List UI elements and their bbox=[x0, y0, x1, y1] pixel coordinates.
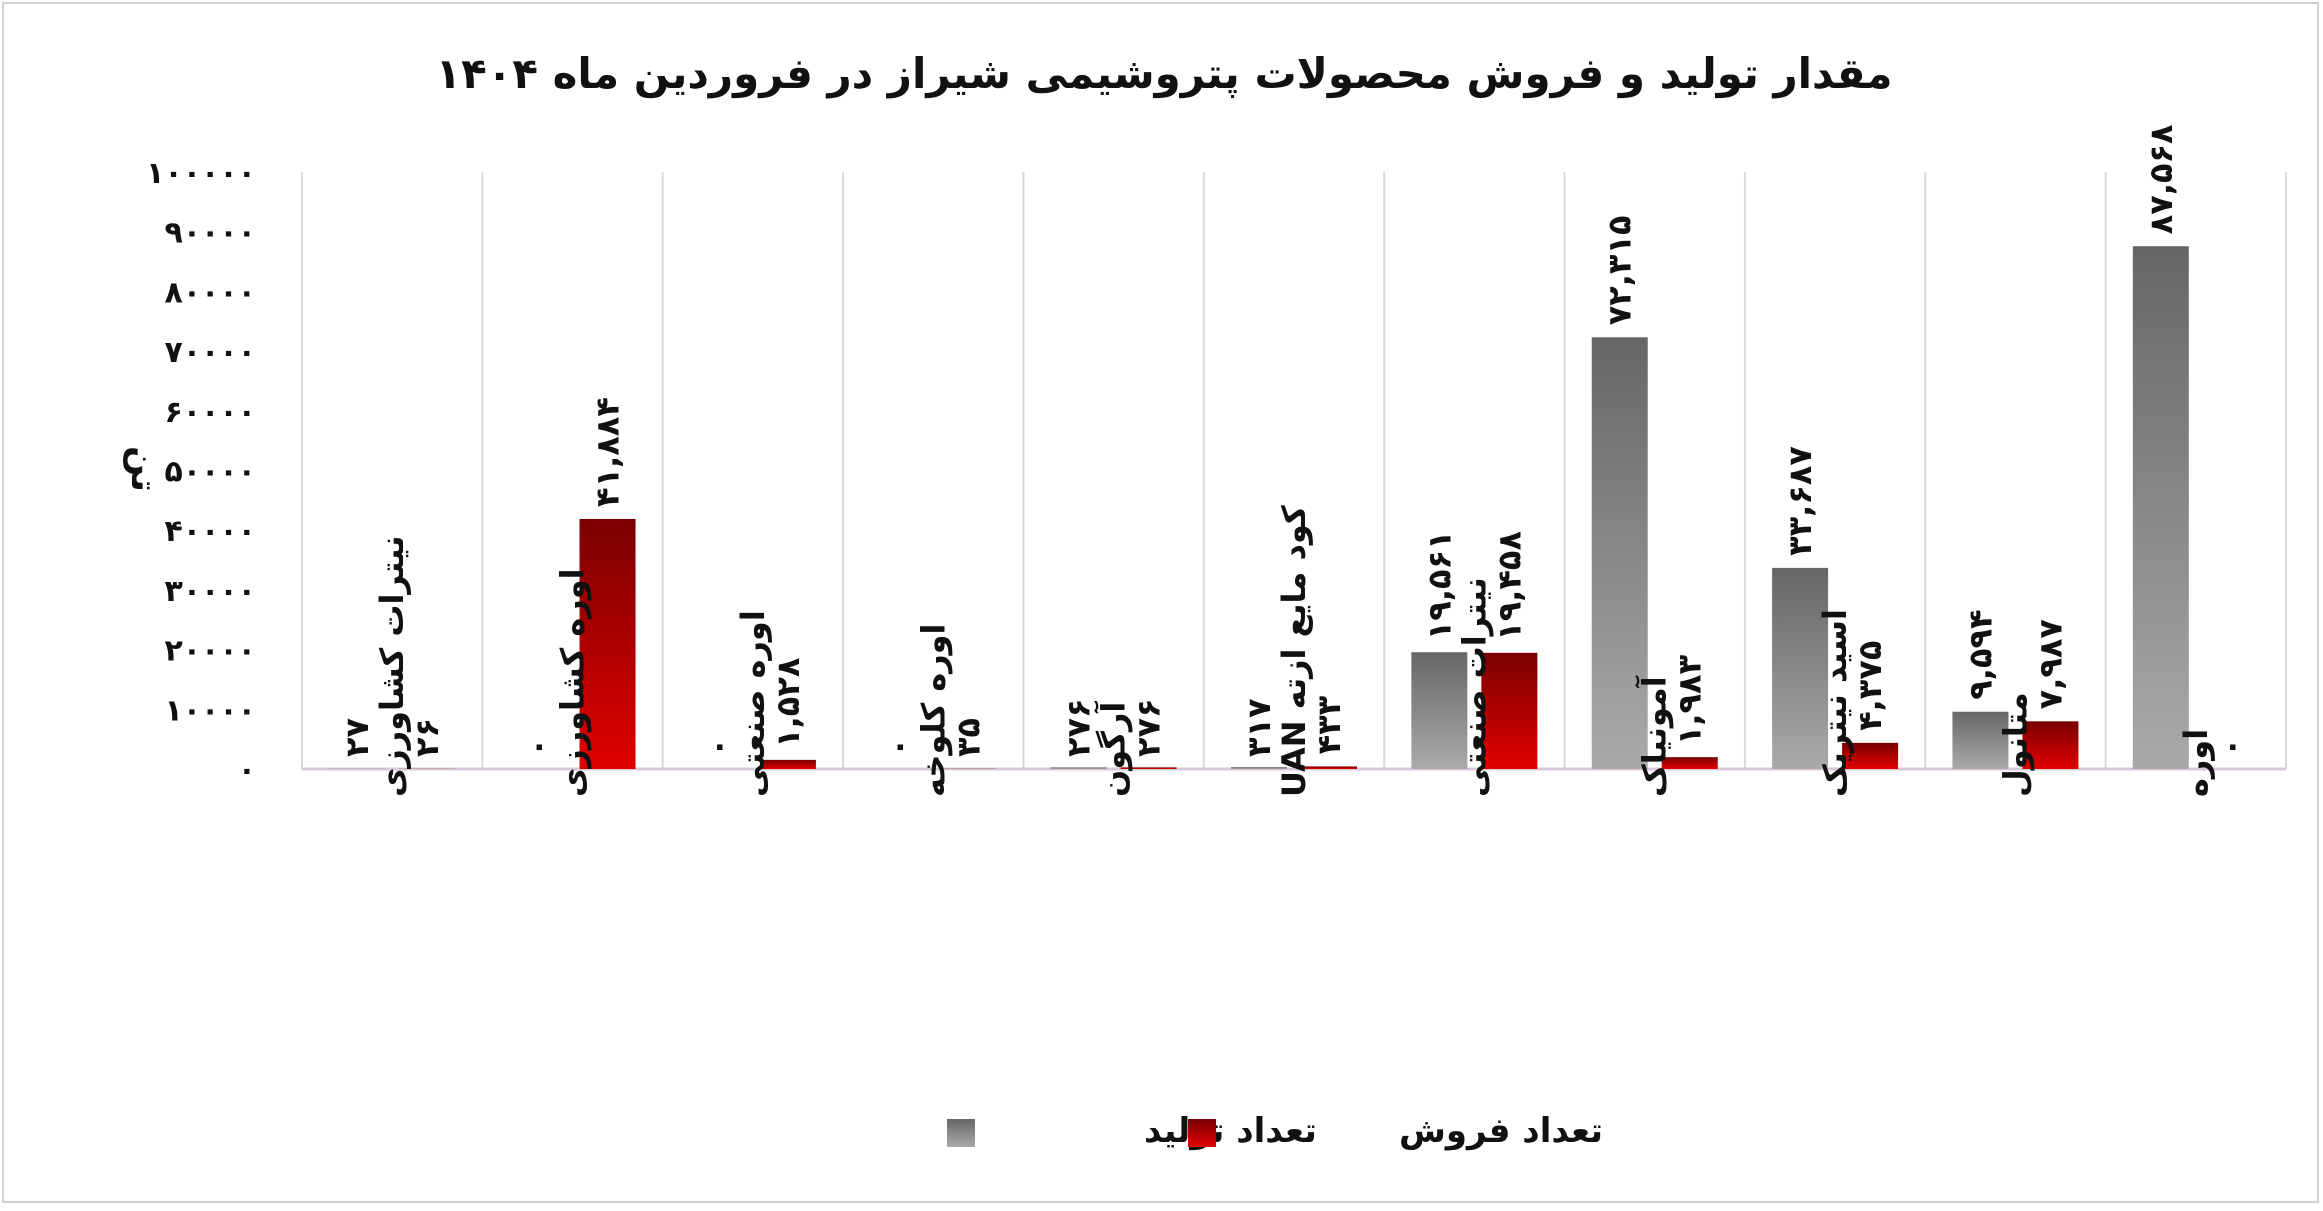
bar-production bbox=[2133, 246, 2189, 769]
legend-label-sales: تعداد فروش bbox=[1399, 1111, 1603, 1151]
data-label-sales: ۴,۳۷۵ bbox=[1851, 641, 1889, 731]
data-label-production: ۳۳,۶۸۷ bbox=[1781, 446, 1819, 556]
y-tick-label: ۸۰۰۰۰ bbox=[164, 275, 256, 310]
data-label-production: ۱۹,۵۶۱ bbox=[1420, 530, 1458, 640]
y-tick-label: ۷۰۰۰۰ bbox=[164, 335, 256, 370]
category-label: اوره صنعتی bbox=[734, 610, 772, 797]
y-tick-label: ۶۰۰۰۰ bbox=[164, 395, 256, 430]
data-label-production: ۹,۵۹۴ bbox=[1961, 609, 1999, 699]
data-label-sales: ۳۵ bbox=[949, 718, 987, 757]
data-label-production: ۰ bbox=[519, 737, 557, 757]
category-label: نیترات کشاورزی bbox=[373, 535, 411, 797]
y-tick-label: ۱۰۰۰۰۰ bbox=[146, 156, 256, 191]
category-label: اوره bbox=[2177, 729, 2215, 797]
data-label-production: ۳۱۷ bbox=[1240, 698, 1278, 757]
data-label-sales: ۱,۵۲۸ bbox=[769, 657, 807, 748]
data-label-sales: ۱,۹۸۳ bbox=[1671, 654, 1709, 745]
y-tick-label: ۲۰۰۰۰ bbox=[164, 634, 256, 669]
legend-swatch-production bbox=[947, 1119, 975, 1147]
data-label-production: ۲۷ bbox=[338, 717, 376, 757]
y-tick-label: ۴۰۰۰۰ bbox=[164, 514, 256, 549]
y-tick-label: ۰ bbox=[238, 753, 256, 788]
data-label-production: ۷۲,۳۱۵ bbox=[1601, 215, 1639, 325]
data-label-sales: ۲۶ bbox=[408, 718, 446, 757]
data-label-sales: ۲۷۶ bbox=[1130, 698, 1168, 757]
category-label: آمونیاک bbox=[1635, 675, 1674, 797]
y-tick-label: ۳۰۰۰۰ bbox=[164, 574, 256, 609]
y-axis-label: تن bbox=[123, 446, 164, 492]
category-labels: نیترات کشاورزی اوره کشاورزی اوره صنعتی اوره… bbox=[373, 505, 2215, 797]
chart-title: مقدار تولید و فروش محصولات پتروشیمی شیرا… bbox=[435, 49, 1892, 99]
data-label-sales: ۱۹,۴۵۸ bbox=[1490, 531, 1528, 641]
data-label-production: ۲۷۶ bbox=[1060, 698, 1098, 757]
category-label: نیترات صنعتی bbox=[1455, 577, 1493, 797]
category-label: اوره کشاورزی bbox=[554, 568, 592, 797]
category-label: آرگون bbox=[1094, 701, 1133, 797]
chart-svg: مقدار تولید و فروش محصولات پتروشیمی شیرا… bbox=[4, 4, 2323, 1211]
y-tick-label: ۵۰۰۰۰ bbox=[164, 455, 256, 490]
category-label: اوره کلوخه bbox=[914, 623, 952, 797]
y-tick-label: ۱۰۰۰۰ bbox=[164, 693, 256, 728]
data-label-production: ۸۷,۵۶۸ bbox=[2142, 124, 2180, 234]
legend-label-production: تعداد تولید bbox=[1144, 1111, 1317, 1151]
legend-swatch-sales bbox=[1188, 1119, 1216, 1147]
y-tick-label: ۹۰۰۰۰ bbox=[164, 216, 256, 251]
data-label-production: ۰ bbox=[879, 737, 917, 757]
category-label: متانول bbox=[1996, 692, 2034, 797]
data-label-sales: ۴۱,۸۸۴ bbox=[589, 397, 627, 507]
category-label: کود مایع ازته UAN bbox=[1275, 505, 1313, 797]
category-label: اسید نیتریک bbox=[1816, 609, 1854, 797]
data-label-sales: ۰ bbox=[2212, 737, 2250, 757]
legend: تعداد تولید تعداد فروش bbox=[947, 1111, 1603, 1151]
data-label-sales: ۴۳۳ bbox=[1310, 695, 1348, 754]
data-label-production: ۰ bbox=[699, 737, 737, 757]
data-label-sales: ۷,۹۸۷ bbox=[2031, 619, 2069, 710]
